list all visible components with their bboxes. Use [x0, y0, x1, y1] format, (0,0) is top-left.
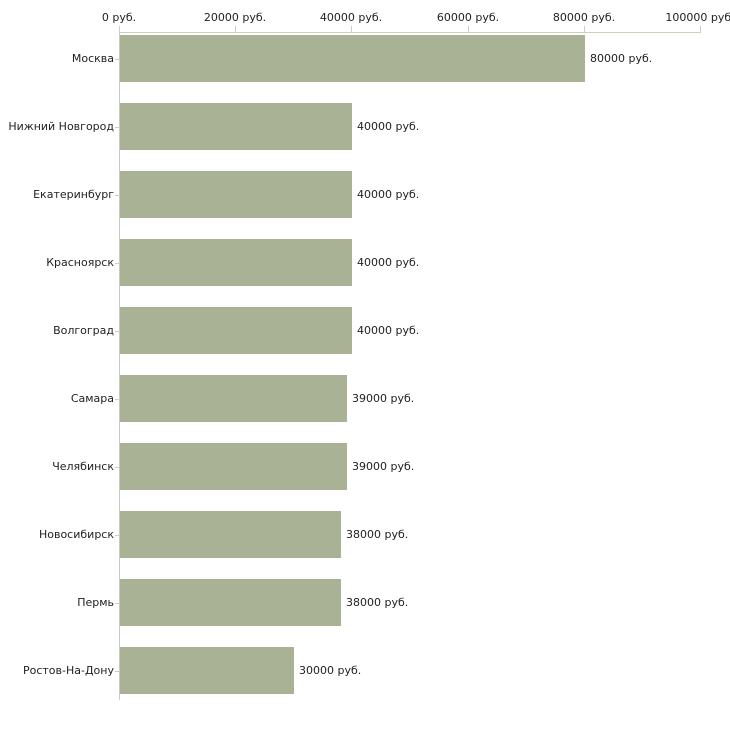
category-tick	[115, 263, 119, 264]
category-label: Пермь	[77, 596, 114, 609]
category-label: Красноярск	[46, 256, 114, 269]
category-label: Нижний Новгород	[8, 120, 114, 133]
category-tick	[115, 399, 119, 400]
x-axis-tick-label: 60000 руб.	[436, 11, 500, 24]
category-tick	[115, 467, 119, 468]
value-label: 39000 руб.	[352, 392, 415, 405]
bar	[120, 171, 352, 218]
category-label: Челябинск	[52, 460, 114, 473]
bar	[120, 35, 585, 82]
x-axis-tick-label: 80000 руб.	[552, 11, 616, 24]
x-axis-tick	[235, 26, 236, 32]
bar	[120, 579, 341, 626]
x-axis-line	[119, 32, 701, 33]
value-label: 30000 руб.	[299, 664, 362, 677]
y-axis-line	[119, 32, 120, 700]
category-label: Волгоград	[53, 324, 114, 337]
category-tick	[115, 671, 119, 672]
x-axis-tick-label: 20000 руб.	[203, 11, 267, 24]
bar	[120, 443, 347, 490]
category-tick	[115, 59, 119, 60]
x-axis-tick	[351, 26, 352, 32]
value-label: 40000 руб.	[357, 324, 420, 337]
category-tick	[115, 331, 119, 332]
category-tick	[115, 603, 119, 604]
bar	[120, 239, 352, 286]
value-label: 40000 руб.	[357, 256, 420, 269]
category-label: Самара	[70, 392, 114, 405]
x-axis-tick	[468, 26, 469, 32]
category-label: Екатеринбург	[33, 188, 114, 201]
x-axis-tick	[584, 26, 585, 32]
bar	[120, 375, 347, 422]
category-label: Москва	[71, 52, 114, 65]
value-label: 40000 руб.	[357, 188, 420, 201]
x-axis-tick-label: 100000 руб.	[665, 11, 730, 24]
value-label: 80000 руб.	[590, 52, 653, 65]
bar	[120, 647, 294, 694]
category-tick	[115, 195, 119, 196]
bar	[120, 307, 352, 354]
value-label: 39000 руб.	[352, 460, 415, 473]
bar	[120, 511, 341, 558]
category-label: Ростов-На-Дону	[22, 664, 114, 677]
x-axis-tick-label: 0 руб.	[101, 11, 137, 24]
x-axis-tick	[119, 26, 120, 32]
category-tick	[115, 535, 119, 536]
value-label: 40000 руб.	[357, 120, 420, 133]
x-axis-tick	[700, 26, 701, 32]
category-tick	[115, 127, 119, 128]
value-label: 38000 руб.	[346, 528, 409, 541]
value-label: 38000 руб.	[346, 596, 409, 609]
x-axis-tick-label: 40000 руб.	[319, 11, 383, 24]
bar	[120, 103, 352, 150]
category-label: Новосибирск	[38, 528, 114, 541]
